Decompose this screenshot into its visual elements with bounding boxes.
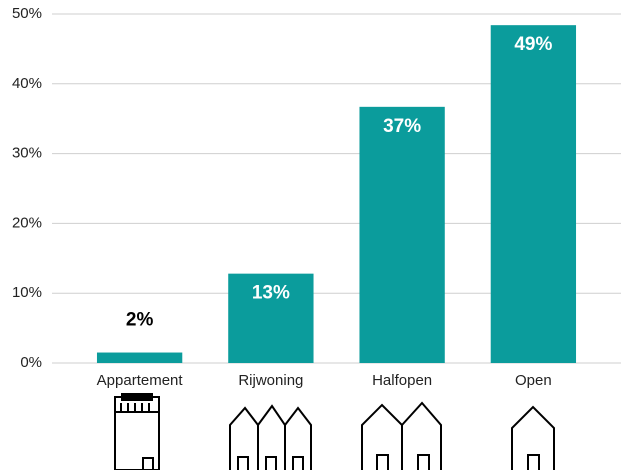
bar bbox=[96, 352, 183, 363]
y-tick-label: 50% bbox=[12, 5, 42, 22]
bar bbox=[359, 106, 445, 364]
x-tick-label: Rijwoning bbox=[238, 372, 303, 389]
x-tick-label: Halfopen bbox=[372, 372, 432, 389]
y-tick-label: 40% bbox=[12, 75, 42, 92]
y-tick-label: 0% bbox=[20, 354, 42, 371]
value-label: 37% bbox=[383, 116, 421, 137]
y-tick-label: 10% bbox=[12, 284, 42, 301]
y-tick-label: 30% bbox=[12, 145, 42, 162]
detached-icon bbox=[511, 405, 555, 470]
bar bbox=[490, 25, 577, 363]
icons bbox=[114, 393, 555, 470]
semi-detached-icon bbox=[361, 401, 442, 470]
apartment-icon bbox=[114, 393, 160, 470]
value-label: 13% bbox=[252, 283, 290, 304]
value-label: 2% bbox=[126, 310, 154, 331]
x-tick-label: Open bbox=[515, 372, 552, 389]
bar bbox=[228, 273, 314, 363]
value-label: 49% bbox=[514, 34, 552, 55]
x-tick-label: Appartement bbox=[97, 372, 184, 389]
row-house-icon bbox=[229, 404, 312, 470]
y-tick-label: 20% bbox=[12, 214, 42, 231]
